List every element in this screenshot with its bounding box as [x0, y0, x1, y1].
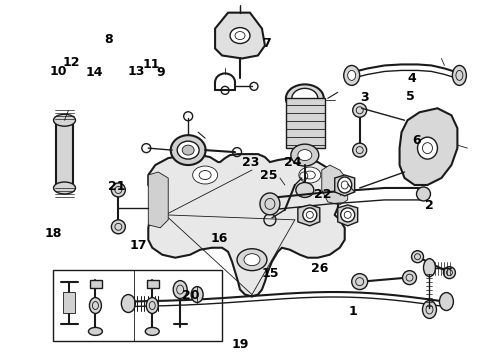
- Bar: [55, 120, 74, 188]
- Text: 7: 7: [263, 36, 271, 50]
- Text: 13: 13: [128, 65, 145, 78]
- Polygon shape: [335, 175, 355, 196]
- Ellipse shape: [443, 267, 455, 279]
- Ellipse shape: [452, 66, 466, 85]
- Ellipse shape: [292, 88, 318, 108]
- Ellipse shape: [53, 114, 75, 126]
- Ellipse shape: [296, 183, 314, 197]
- Ellipse shape: [111, 183, 125, 197]
- Ellipse shape: [440, 293, 453, 310]
- Text: 19: 19: [231, 338, 249, 351]
- Ellipse shape: [90, 298, 101, 314]
- Ellipse shape: [298, 150, 312, 161]
- Text: 22: 22: [315, 188, 332, 201]
- Ellipse shape: [237, 249, 267, 271]
- Ellipse shape: [417, 137, 438, 159]
- Ellipse shape: [182, 145, 194, 155]
- Text: 17: 17: [130, 239, 147, 252]
- Polygon shape: [338, 205, 358, 226]
- Bar: [63, 292, 75, 314]
- Ellipse shape: [199, 171, 211, 180]
- Text: 9: 9: [157, 66, 165, 79]
- Ellipse shape: [260, 193, 280, 215]
- Ellipse shape: [423, 259, 436, 276]
- Ellipse shape: [422, 301, 437, 319]
- Text: 11: 11: [143, 58, 160, 71]
- Text: 1: 1: [348, 306, 357, 319]
- Bar: [52, 270, 222, 341]
- Text: 15: 15: [262, 267, 279, 280]
- Text: 5: 5: [406, 90, 415, 103]
- Polygon shape: [322, 165, 348, 205]
- Ellipse shape: [111, 220, 125, 234]
- Ellipse shape: [348, 71, 356, 80]
- Ellipse shape: [171, 135, 206, 165]
- Ellipse shape: [412, 251, 423, 263]
- Text: 2: 2: [425, 199, 434, 212]
- Text: 4: 4: [408, 72, 416, 85]
- Ellipse shape: [235, 32, 245, 40]
- Text: 14: 14: [86, 66, 103, 79]
- Ellipse shape: [173, 280, 187, 298]
- Ellipse shape: [403, 271, 416, 285]
- Bar: [91, 280, 102, 288]
- Ellipse shape: [286, 84, 324, 112]
- Text: 24: 24: [284, 156, 302, 168]
- Polygon shape: [399, 108, 457, 185]
- Ellipse shape: [304, 171, 315, 179]
- Ellipse shape: [191, 287, 203, 302]
- Bar: [147, 280, 159, 288]
- Text: 6: 6: [413, 134, 421, 147]
- Ellipse shape: [291, 144, 319, 166]
- Text: 8: 8: [104, 33, 113, 46]
- Polygon shape: [148, 154, 345, 297]
- Polygon shape: [286, 98, 325, 148]
- Ellipse shape: [53, 182, 75, 194]
- Text: 10: 10: [49, 65, 67, 78]
- Text: 25: 25: [260, 169, 277, 182]
- Text: 16: 16: [211, 231, 228, 244]
- Ellipse shape: [230, 28, 250, 44]
- Text: 3: 3: [361, 91, 369, 104]
- Polygon shape: [215, 13, 265, 58]
- Ellipse shape: [352, 274, 368, 289]
- Text: 18: 18: [45, 227, 62, 240]
- Ellipse shape: [244, 254, 260, 266]
- Ellipse shape: [145, 328, 159, 336]
- Ellipse shape: [303, 208, 317, 222]
- Text: 20: 20: [181, 289, 199, 302]
- Polygon shape: [298, 205, 320, 226]
- Ellipse shape: [299, 167, 321, 183]
- Text: 12: 12: [63, 56, 80, 69]
- Ellipse shape: [147, 298, 158, 314]
- Ellipse shape: [122, 294, 135, 312]
- Ellipse shape: [193, 166, 218, 184]
- Text: 23: 23: [242, 156, 260, 168]
- Ellipse shape: [416, 187, 431, 201]
- Polygon shape: [148, 172, 168, 228]
- Ellipse shape: [343, 66, 360, 85]
- Ellipse shape: [89, 328, 102, 336]
- Ellipse shape: [177, 141, 199, 159]
- Ellipse shape: [353, 143, 367, 157]
- Text: 21: 21: [108, 180, 126, 193]
- Text: 26: 26: [311, 262, 328, 275]
- Ellipse shape: [338, 177, 352, 193]
- Ellipse shape: [341, 208, 355, 222]
- Ellipse shape: [353, 103, 367, 117]
